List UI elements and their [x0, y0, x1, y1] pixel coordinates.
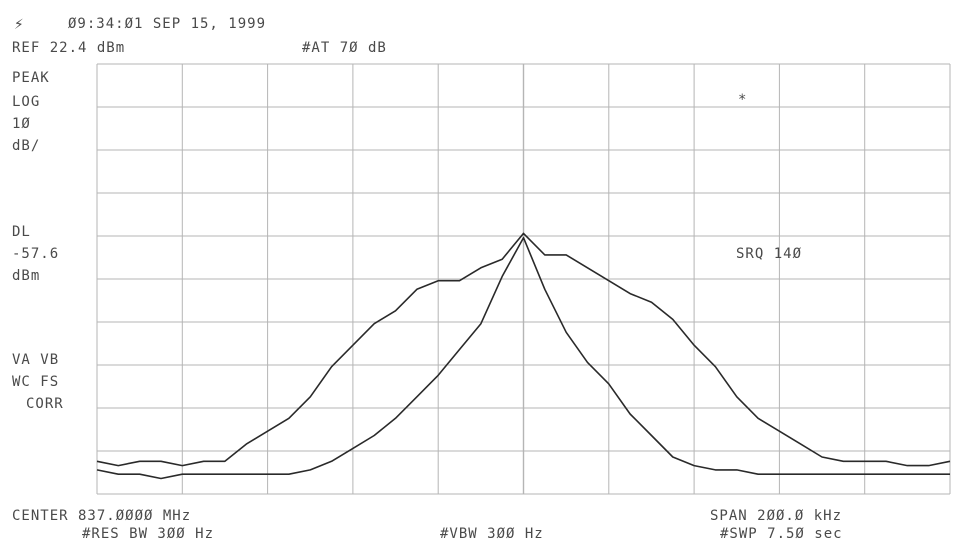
display-line-value: -57.6 — [12, 246, 60, 262]
srq-annotation: SRQ 14Ø — [736, 246, 803, 262]
center-frequency: CENTER 837.ØØØØ MHz — [12, 508, 192, 524]
display-line-unit: dBm — [12, 268, 41, 284]
attenuation: #AT 7Ø dB — [302, 40, 387, 56]
sweep-time: #SWP 7.5Ø sec — [720, 526, 843, 542]
scale-division: 1Ø — [12, 116, 31, 132]
detector-mode: PEAK — [12, 70, 50, 86]
graticule — [96, 63, 951, 495]
display-line-label: DL — [12, 224, 31, 240]
logo-icon: ⚡ — [14, 14, 25, 33]
scale-unit: dB/ — [12, 138, 41, 154]
status-wc-fs: WC FS — [12, 374, 60, 390]
resolution-bandwidth: #RES BW 3ØØ Hz — [82, 526, 215, 542]
trace-group — [96, 232, 951, 480]
video-bandwidth: #VBW 3ØØ Hz — [440, 526, 544, 542]
frequency-span: SPAN 2ØØ.Ø kHz — [710, 508, 843, 524]
timestamp: Ø9:34:Ø1 SEP 15, 1999 — [68, 16, 267, 32]
status-va-vb: VA VB — [12, 352, 60, 368]
marker-annotation: * — [738, 92, 748, 108]
status-corr: CORR — [26, 396, 64, 412]
reference-level: REF 22.4 dBm — [12, 40, 126, 56]
trace-line-1 — [96, 232, 951, 467]
scale-type: LOG — [12, 94, 41, 110]
trace-line-2 — [96, 236, 950, 480]
